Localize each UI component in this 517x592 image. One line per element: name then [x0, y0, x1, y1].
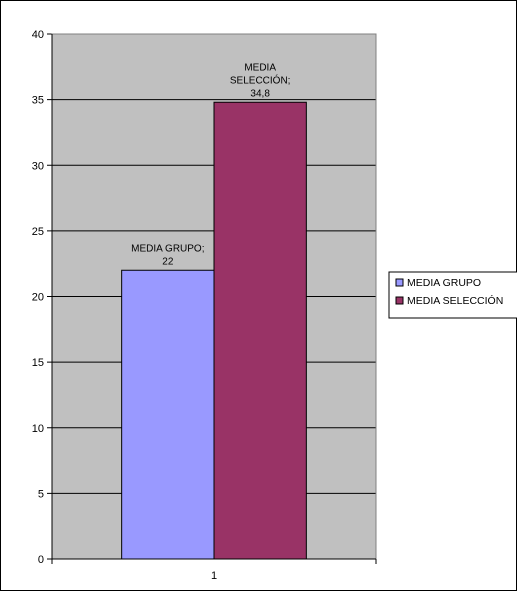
- y-tick-label: 10: [32, 423, 44, 435]
- data-label: 34,8: [250, 88, 270, 99]
- bar: [121, 269, 215, 560]
- y-tick-label: 0: [38, 554, 44, 566]
- y-tick-label: 5: [38, 488, 44, 500]
- data-label: SELECCIÓN;: [230, 73, 291, 86]
- data-label: MEDIA: [244, 62, 276, 73]
- legend-box: [388, 271, 517, 319]
- data-label: MEDIA GRUPO;: [131, 243, 204, 254]
- legend-label: MEDIA SELECCIÓN: [407, 294, 503, 307]
- y-tick-label: 35: [32, 95, 44, 107]
- y-tick-label: 20: [32, 292, 44, 304]
- x-tick-label: 1: [211, 570, 217, 582]
- y-tick-label: 15: [32, 357, 44, 369]
- legend-swatch: [395, 296, 404, 305]
- bar: [213, 101, 307, 560]
- y-tick-label: 40: [32, 29, 44, 41]
- y-tick-label: 25: [32, 226, 44, 238]
- legend-label: MEDIA GRUPO: [407, 277, 481, 289]
- y-tick-label: 30: [32, 160, 44, 172]
- data-label: 22: [162, 256, 174, 267]
- legend-swatch: [395, 278, 404, 287]
